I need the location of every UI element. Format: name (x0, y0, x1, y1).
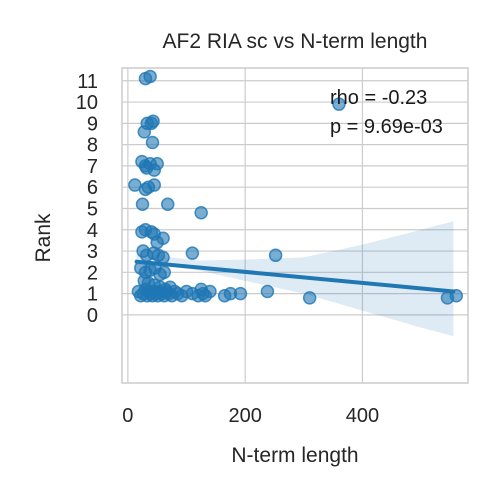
data-point (135, 197, 150, 211)
data-point (260, 284, 275, 299)
y-tick-label: 1 (87, 284, 98, 306)
y-tick-label: 8 (87, 135, 98, 157)
data-point (233, 286, 248, 301)
regression-layer (134, 259, 456, 294)
y-tick-label: 9 (87, 113, 98, 135)
data-point (157, 265, 171, 280)
y-tick-label: 10 (76, 92, 98, 114)
p-value-annotation: p = 9.69e-03 (330, 116, 443, 138)
data-point (147, 178, 162, 192)
data-point (160, 197, 175, 211)
x-tick-label: 200 (228, 405, 261, 427)
x-axis-label: N-term length (231, 444, 358, 467)
data-point (194, 205, 208, 220)
data-point (302, 291, 317, 305)
rho-annotation: rho = -0.23 (330, 87, 427, 109)
plot-frame (121, 67, 469, 384)
y-tick-label: 11 (77, 71, 98, 93)
y-tick-label: 4 (87, 220, 98, 242)
data-point (143, 69, 157, 84)
y-tick-label: 7 (87, 156, 98, 178)
x-tick-label: 0 (122, 405, 133, 427)
confidence-band (136, 221, 454, 337)
data-point (268, 248, 283, 263)
x-tick-label: 400 (346, 405, 379, 427)
x-tick-labels: 0 200 400 (122, 405, 379, 427)
ci-band (136, 221, 454, 337)
data-point (139, 161, 154, 175)
y-axis-label: Rank (32, 213, 55, 263)
y-tick-label: 3 (87, 241, 98, 263)
data-point (145, 135, 160, 150)
regression-line (134, 259, 456, 294)
y-tick-label: 5 (87, 198, 98, 220)
y-tick-label: 6 (87, 177, 98, 199)
grid-lines (122, 68, 468, 383)
data-point (185, 246, 200, 260)
scatter-points (128, 69, 464, 305)
data-point (203, 284, 217, 299)
data-point (137, 125, 152, 139)
chart-title: AF2 RIA sc vs N-term length (163, 30, 428, 53)
data-point (332, 97, 346, 111)
y-tick-label: 2 (87, 262, 98, 284)
data-point (146, 114, 160, 128)
y-tick-label: 0 (87, 305, 98, 327)
data-point (156, 250, 170, 265)
